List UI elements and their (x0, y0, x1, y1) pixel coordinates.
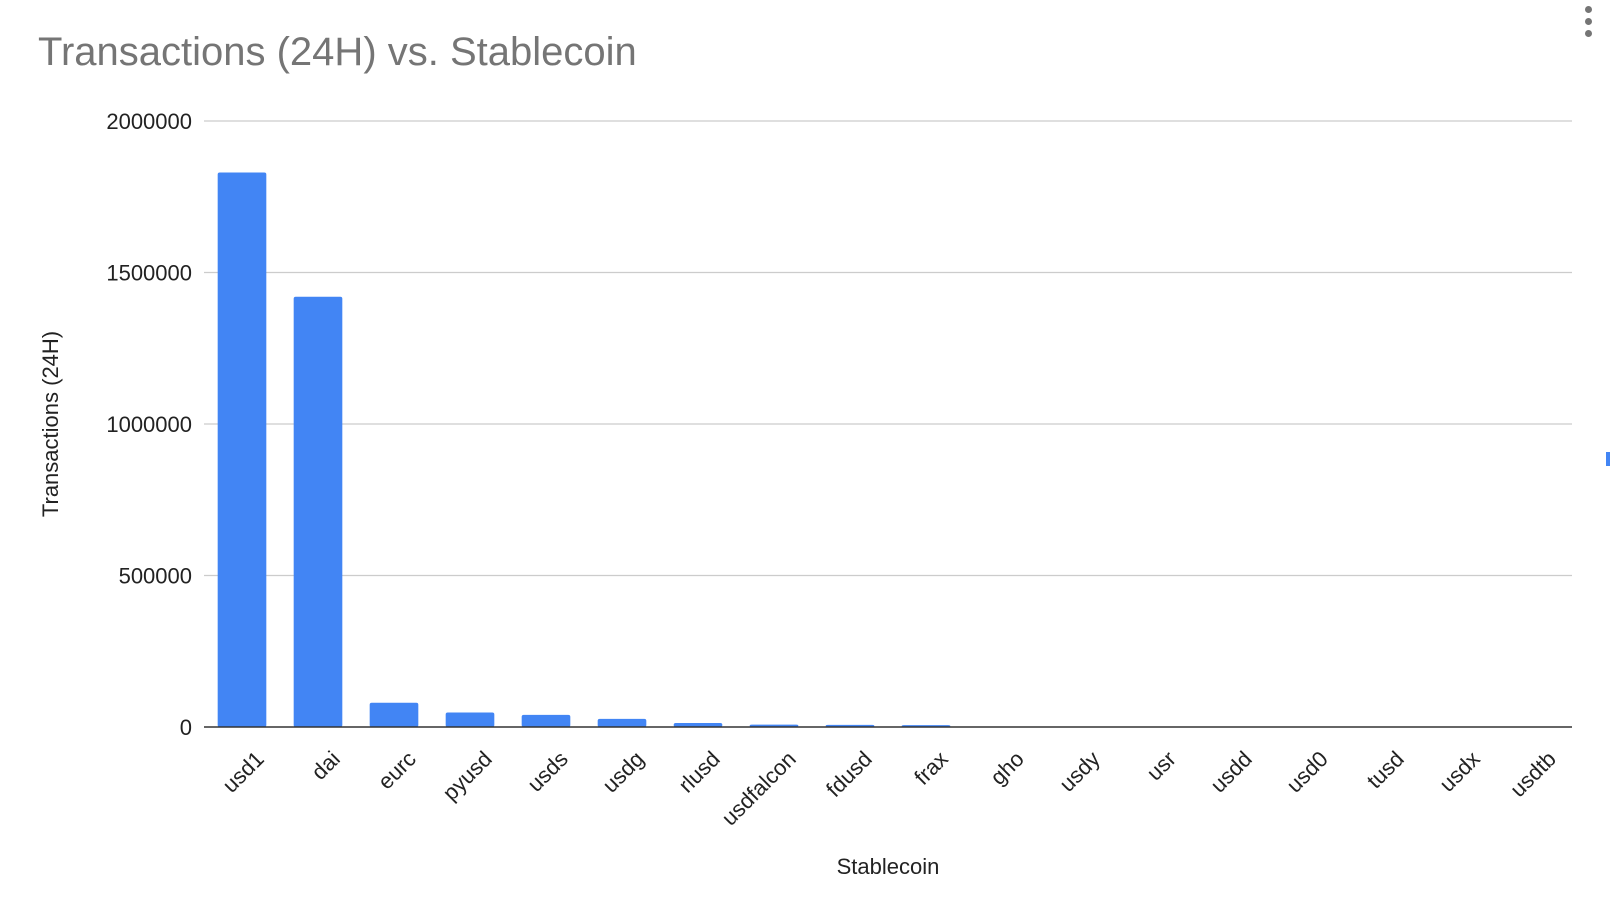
x-tick-label: rlusd (673, 746, 724, 797)
bar-eurc[interactable] (369, 702, 419, 727)
x-tick-label: usdg (597, 746, 648, 797)
x-tick-label: tusd (1362, 746, 1409, 793)
chart-title: Transactions (24H) vs. Stablecoin (38, 30, 637, 74)
x-tick-label: usd1 (217, 746, 268, 797)
x-tick-label: usdx (1434, 746, 1485, 797)
bar-usd1[interactable] (217, 172, 267, 727)
bar-pyusd[interactable] (445, 712, 495, 727)
x-tick-label: gho (985, 746, 1029, 790)
bar-usdg[interactable] (597, 718, 647, 727)
bar-usds[interactable] (521, 714, 571, 727)
x-tick-label: frax (909, 746, 953, 790)
y-tick-label: 0 (180, 715, 192, 740)
x-tick-label: usr (1142, 746, 1181, 785)
x-tick-label: dai (306, 746, 344, 784)
y-tick-label: 500000 (119, 564, 192, 589)
x-axis-title: Stablecoin (837, 854, 940, 879)
bar-dai[interactable] (293, 296, 343, 727)
x-tick-label: usdfalcon (717, 746, 801, 830)
side-indicator (1606, 452, 1610, 466)
x-tick-label: usdy (1054, 746, 1105, 797)
x-tick-label: usdd (1205, 746, 1256, 797)
bar-rlusd[interactable] (673, 723, 723, 727)
y-tick-label: 1500000 (106, 261, 192, 286)
bars (217, 172, 1559, 727)
x-tick-label: pyusd (438, 746, 497, 805)
x-tick-label: usds (522, 746, 573, 797)
y-axis-title: Transactions (24H) (38, 331, 63, 517)
x-tick-label: fdusd (821, 746, 877, 802)
y-tick-label: 1000000 (106, 412, 192, 437)
y-tick-label: 2000000 (106, 109, 192, 134)
y-tick-labels: 0 500000 1000000 1500000 2000000 (106, 109, 192, 740)
x-tick-label: eurc (373, 746, 421, 794)
gridlines (204, 120, 1572, 577)
x-tick-label: usdtb (1505, 746, 1561, 802)
x-tick-label: usd0 (1281, 746, 1332, 797)
more-vert-icon[interactable] (1578, 6, 1598, 46)
